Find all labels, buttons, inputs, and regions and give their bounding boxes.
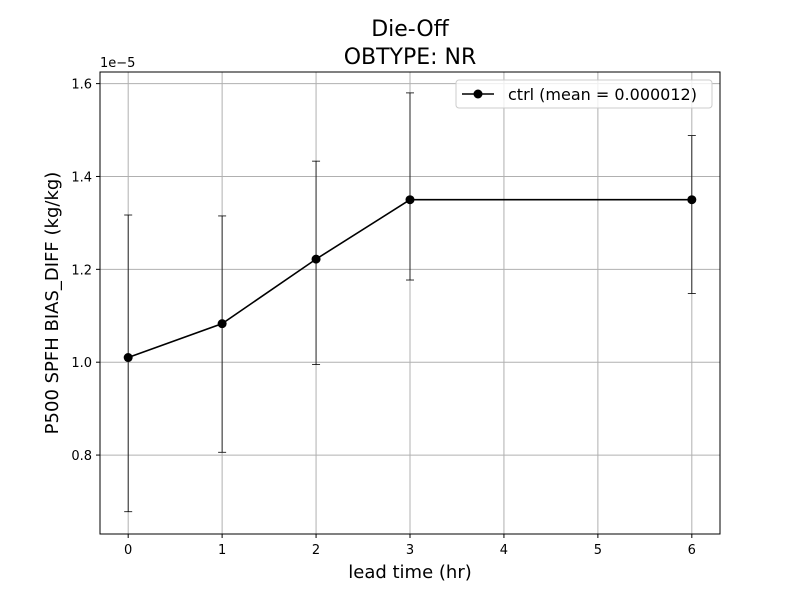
- legend-marker-swatch: [473, 89, 483, 99]
- chart-title: Die-Off: [371, 17, 449, 42]
- y-tick-label: 1.4: [71, 170, 92, 185]
- data-point: [217, 319, 227, 329]
- x-tick-label: 4: [500, 543, 508, 558]
- x-tick-label: 1: [218, 543, 226, 558]
- y-tick-label: 1.2: [71, 263, 92, 278]
- y-axis: 0.8 1.0 1.2 1.4 1.6: [71, 78, 100, 464]
- data-point: [311, 254, 321, 264]
- plot-frame: [99, 71, 721, 535]
- x-axis: 0 1 2 3 4 5 6: [124, 534, 696, 558]
- y-tick-label: 0.8: [71, 449, 92, 464]
- data-point: [687, 195, 697, 205]
- x-tick-label: 6: [688, 543, 696, 558]
- plot-series: [123, 92, 697, 513]
- y-axis-label: P500 SPFH BIAS_DIFF (kg/kg): [42, 172, 63, 435]
- y-tick-label: 1.6: [71, 78, 92, 93]
- legend: ctrl (mean = 0.000012): [455, 79, 713, 109]
- y-tick-label: 1.0: [71, 356, 92, 371]
- y-offset-label: 1e−5: [100, 56, 135, 71]
- x-tick-label: 2: [312, 543, 320, 558]
- chart-subtitle: OBTYPE: NR: [344, 45, 477, 70]
- data-point: [405, 195, 415, 205]
- x-tick-label: 3: [406, 543, 414, 558]
- data-point: [123, 353, 133, 363]
- legend-box: [455, 79, 713, 109]
- x-tick-label: 5: [594, 543, 602, 558]
- legend-label: ctrl (mean = 0.000012): [508, 85, 697, 104]
- x-tick-label: 0: [124, 543, 132, 558]
- grid: [100, 72, 720, 534]
- x-axis-label: lead time (hr): [348, 562, 472, 583]
